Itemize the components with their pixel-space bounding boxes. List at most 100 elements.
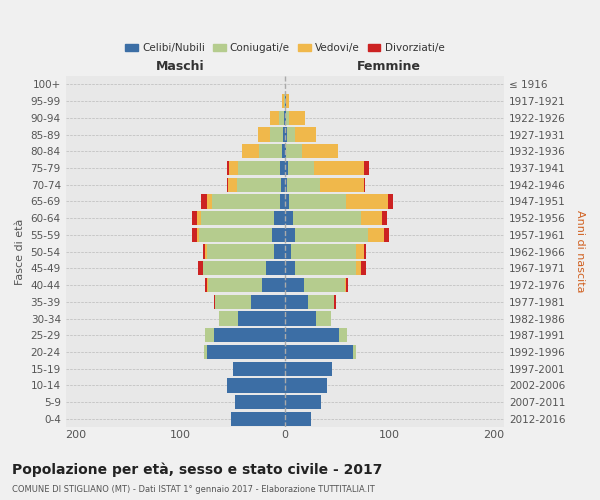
Bar bbox=[364, 178, 365, 192]
Bar bbox=[219, 312, 238, 326]
Y-axis label: Anni di nascita: Anni di nascita bbox=[575, 210, 585, 293]
Bar bbox=[286, 110, 289, 125]
Bar bbox=[346, 194, 388, 208]
Bar bbox=[356, 261, 361, 276]
Bar bbox=[281, 178, 285, 192]
Bar bbox=[287, 128, 295, 141]
Bar bbox=[285, 328, 339, 342]
Bar bbox=[199, 228, 272, 242]
Bar bbox=[285, 194, 289, 208]
Bar bbox=[364, 161, 370, 175]
Bar bbox=[257, 128, 270, 141]
Bar bbox=[203, 244, 205, 258]
Bar bbox=[214, 328, 285, 342]
Bar bbox=[285, 278, 304, 292]
Bar bbox=[382, 211, 387, 226]
Bar bbox=[368, 228, 384, 242]
Bar bbox=[229, 161, 238, 175]
Text: Femmine: Femmine bbox=[357, 60, 421, 72]
Bar bbox=[274, 211, 285, 226]
Bar bbox=[237, 178, 281, 192]
Bar bbox=[384, 228, 389, 242]
Bar bbox=[280, 161, 285, 175]
Bar bbox=[198, 261, 203, 276]
Bar bbox=[227, 161, 229, 175]
Bar bbox=[192, 211, 197, 226]
Bar bbox=[214, 294, 215, 309]
Bar bbox=[197, 211, 202, 226]
Bar bbox=[295, 128, 316, 141]
Bar bbox=[314, 161, 364, 175]
Bar bbox=[206, 278, 208, 292]
Bar bbox=[361, 211, 382, 226]
Bar bbox=[281, 144, 285, 158]
Bar bbox=[285, 161, 288, 175]
Bar bbox=[270, 128, 283, 141]
Bar bbox=[285, 94, 286, 108]
Bar bbox=[259, 144, 281, 158]
Bar bbox=[270, 110, 278, 125]
Bar bbox=[205, 345, 206, 359]
Text: Popolazione per età, sesso e stato civile - 2017: Popolazione per età, sesso e stato civil… bbox=[12, 462, 382, 477]
Bar bbox=[291, 244, 356, 258]
Bar bbox=[251, 294, 285, 309]
Y-axis label: Fasce di età: Fasce di età bbox=[15, 218, 25, 285]
Bar bbox=[361, 261, 366, 276]
Bar bbox=[284, 94, 285, 108]
Bar bbox=[285, 312, 316, 326]
Bar bbox=[229, 178, 237, 192]
Bar bbox=[286, 94, 289, 108]
Bar bbox=[302, 144, 338, 158]
Bar bbox=[364, 244, 366, 258]
Bar bbox=[206, 345, 285, 359]
Bar bbox=[285, 178, 287, 192]
Bar bbox=[285, 110, 286, 125]
Bar bbox=[238, 312, 285, 326]
Bar bbox=[206, 244, 274, 258]
Bar bbox=[316, 312, 331, 326]
Bar bbox=[280, 194, 285, 208]
Bar bbox=[242, 144, 259, 158]
Bar bbox=[295, 261, 356, 276]
Bar bbox=[281, 94, 284, 108]
Bar bbox=[388, 194, 394, 208]
Bar bbox=[205, 244, 206, 258]
Bar bbox=[293, 211, 361, 226]
Bar bbox=[346, 278, 349, 292]
Bar bbox=[285, 294, 308, 309]
Bar bbox=[356, 244, 364, 258]
Bar bbox=[192, 228, 197, 242]
Bar bbox=[285, 211, 293, 226]
Bar bbox=[289, 194, 346, 208]
Bar bbox=[206, 194, 212, 208]
Bar bbox=[283, 128, 285, 141]
Bar bbox=[287, 178, 320, 192]
Bar bbox=[308, 294, 334, 309]
Bar bbox=[197, 228, 199, 242]
Bar bbox=[353, 345, 356, 359]
Bar bbox=[203, 261, 266, 276]
Bar bbox=[304, 278, 346, 292]
Bar bbox=[285, 395, 322, 409]
Bar bbox=[285, 412, 311, 426]
Bar bbox=[285, 128, 287, 141]
Bar bbox=[285, 244, 291, 258]
Bar bbox=[212, 194, 280, 208]
Bar bbox=[227, 178, 229, 192]
Bar bbox=[208, 278, 262, 292]
Bar bbox=[339, 328, 347, 342]
Bar bbox=[238, 161, 280, 175]
Bar bbox=[285, 378, 326, 392]
Legend: Celibi/Nubili, Coniugati/e, Vedovi/e, Divorziati/e: Celibi/Nubili, Coniugati/e, Vedovi/e, Di… bbox=[121, 39, 448, 58]
Bar bbox=[285, 261, 295, 276]
Bar bbox=[285, 144, 286, 158]
Bar bbox=[205, 328, 214, 342]
Text: Maschi: Maschi bbox=[156, 60, 205, 72]
Bar bbox=[285, 345, 353, 359]
Bar bbox=[266, 261, 285, 276]
Bar bbox=[227, 378, 285, 392]
Bar bbox=[288, 161, 314, 175]
Bar bbox=[289, 110, 305, 125]
Bar bbox=[320, 178, 364, 192]
Bar bbox=[286, 144, 302, 158]
